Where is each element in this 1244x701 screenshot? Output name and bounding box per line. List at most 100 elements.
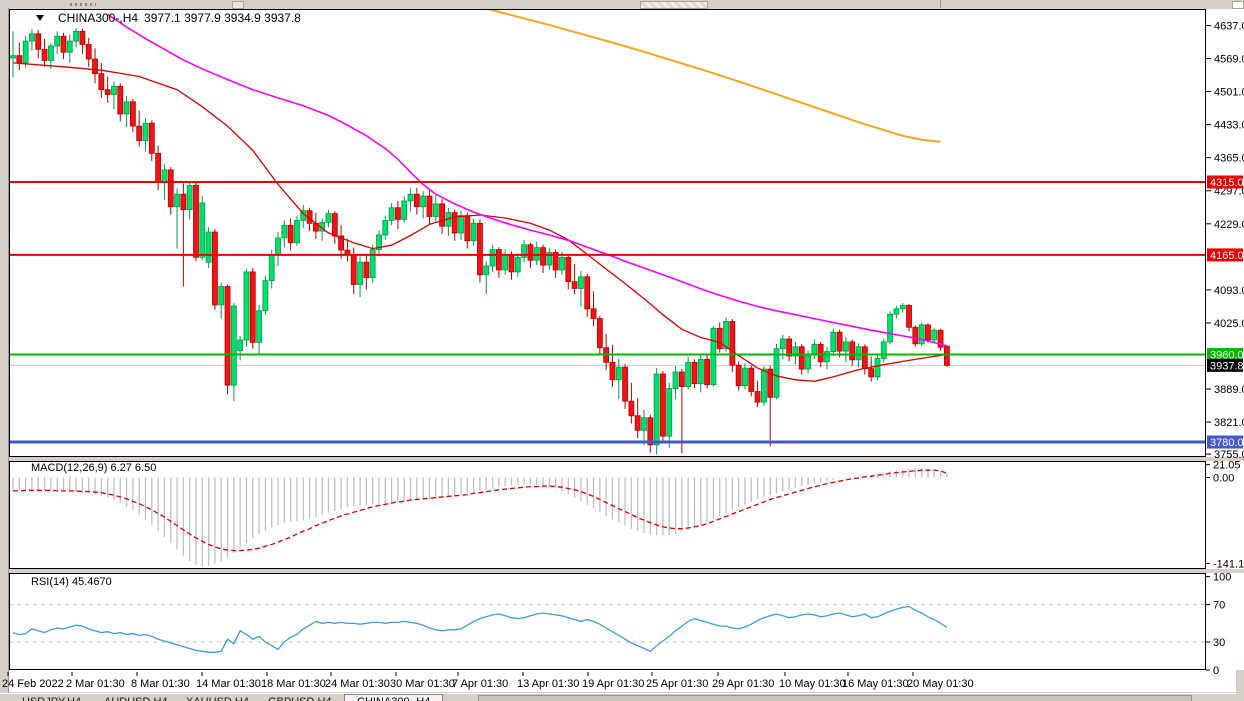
candle xyxy=(937,329,944,348)
rsi-scale-label: 0 xyxy=(1213,665,1219,677)
candle xyxy=(830,331,837,353)
candle xyxy=(47,45,54,61)
chart-background xyxy=(9,9,1244,692)
candle xyxy=(477,222,483,276)
time-tick-label: 2 Mar 01:30 xyxy=(66,678,125,690)
candle xyxy=(470,222,477,242)
candle xyxy=(880,341,887,359)
candle xyxy=(559,256,565,271)
candle xyxy=(161,169,168,183)
candle xyxy=(716,327,723,350)
candle xyxy=(792,346,799,357)
candle xyxy=(578,276,584,289)
candle xyxy=(262,280,269,312)
pane-border xyxy=(9,461,1206,569)
candle xyxy=(92,58,98,75)
candle xyxy=(849,341,856,361)
candle xyxy=(697,358,704,385)
candle xyxy=(527,244,534,261)
time-tick-label: 8 Mar 01:30 xyxy=(131,678,190,690)
candle xyxy=(874,358,881,378)
candle xyxy=(906,305,912,328)
toolbar-fragment xyxy=(640,1,708,9)
rsi-pane[interactable] xyxy=(9,604,1206,653)
chart-tab-bar[interactable]: USDJPY,H4 AUDUSD,H4 XAUUSD,H4 GBPUSD,H4 CHIN… xyxy=(0,693,1244,701)
price-tick-label: 4025.0 xyxy=(1214,318,1244,330)
candle xyxy=(281,224,288,239)
svg-text:4165.0: 4165.0 xyxy=(1210,250,1244,262)
price-tick-label: 3821.0 xyxy=(1214,417,1244,429)
candle xyxy=(641,417,647,431)
macd-scale-label: 21.05 xyxy=(1213,460,1241,472)
rsi-indicator-label: RSI(14) 45.4670 xyxy=(31,576,112,588)
pane-splitter[interactable] xyxy=(9,457,1244,461)
chart-tab[interactable]: XAUUSD,H4 xyxy=(186,696,249,701)
price-badge-4315.0: 4315.0 xyxy=(1207,175,1244,189)
price-axis[interactable]: 4637.0 4569.0 4501.0 4433.0 4365.0 4297.0 4229… xyxy=(1206,21,1244,677)
candle xyxy=(155,152,162,183)
candle xyxy=(735,364,742,387)
candle xyxy=(754,391,761,403)
candle xyxy=(925,324,931,341)
price-tick-label: 4569.0 xyxy=(1214,54,1244,66)
window-left-edge xyxy=(0,8,9,693)
candle xyxy=(237,339,244,352)
candle xyxy=(117,85,124,115)
candle xyxy=(369,249,376,279)
candle xyxy=(552,252,559,271)
candle xyxy=(294,219,300,244)
candle xyxy=(660,373,666,437)
candle xyxy=(502,254,509,271)
main-price-pane[interactable] xyxy=(9,9,1206,455)
chart-tab[interactable]: USDJPY,H4 xyxy=(22,696,81,701)
candle xyxy=(767,368,774,398)
candle xyxy=(60,35,67,53)
time-axis[interactable]: 24 Feb 2022 2 Mar 01:30 8 Mar 01:30 14 Mar … xyxy=(2,672,974,690)
pane-splitter[interactable] xyxy=(9,569,1244,573)
candle xyxy=(167,169,174,208)
candle xyxy=(243,271,250,341)
candle xyxy=(836,331,843,352)
candle xyxy=(136,125,143,142)
time-tick-label: 24 Mar 01:30 xyxy=(325,678,390,690)
symbol-dropdown-icon[interactable] xyxy=(36,15,44,21)
candle xyxy=(571,281,578,289)
candle xyxy=(230,305,237,386)
candle xyxy=(16,55,23,64)
candle xyxy=(186,185,193,211)
chart-tab[interactable]: AUDUSD,H4 xyxy=(104,696,168,701)
candle xyxy=(420,195,427,208)
chart-tab[interactable]: GBPUSD,H4 xyxy=(268,696,332,701)
toolbar-fragment xyxy=(232,1,244,9)
macd-pane[interactable] xyxy=(12,468,948,567)
candle xyxy=(376,234,382,250)
chart-tab-active[interactable]: CHINA300-,H4 xyxy=(344,694,444,701)
candle xyxy=(66,40,73,53)
candle xyxy=(344,249,351,255)
candle xyxy=(350,254,357,285)
ma-fast-line xyxy=(12,62,947,382)
candle xyxy=(918,324,925,345)
ohlc-quote-label: 3977.1 3977.9 3934.9 3937.8 xyxy=(144,11,301,25)
candle xyxy=(85,44,92,60)
candle xyxy=(634,415,641,431)
candle xyxy=(647,417,654,446)
candle xyxy=(199,202,206,258)
candle xyxy=(779,338,786,350)
candle xyxy=(98,73,105,91)
price-badge-3960.0: 3960.0 xyxy=(1207,348,1244,362)
svg-text:3937.8: 3937.8 xyxy=(1210,360,1244,372)
candle xyxy=(104,89,111,95)
pane-border xyxy=(9,573,1206,670)
candle xyxy=(704,358,710,386)
rsi-scale-label: 30 xyxy=(1213,637,1225,649)
candle xyxy=(805,353,811,370)
candle xyxy=(287,224,294,244)
tab-bar-empty-area xyxy=(478,695,1192,701)
candle xyxy=(275,237,281,255)
toolbar-drag-handle-icon xyxy=(70,3,96,6)
candle xyxy=(508,254,515,273)
price-badge-3937.8: 3937.8 xyxy=(1207,358,1244,372)
candle xyxy=(325,213,332,223)
